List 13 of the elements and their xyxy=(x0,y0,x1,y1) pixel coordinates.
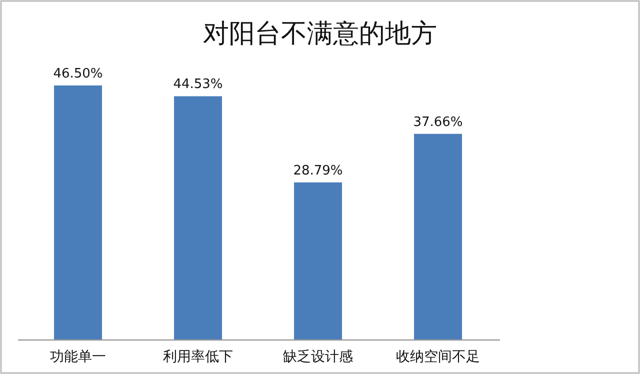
x-tick-label: 收纳空间不足 xyxy=(396,349,480,365)
bar xyxy=(414,134,462,340)
data-label: 37.66% xyxy=(413,114,463,130)
data-label: 28.79% xyxy=(293,163,343,178)
chart-title: 对阳台不满意的地方 xyxy=(203,19,437,49)
data-label: 46.50% xyxy=(53,66,103,82)
bar xyxy=(54,85,102,340)
bar xyxy=(174,96,222,340)
x-tick-label: 利用率低下 xyxy=(163,349,233,365)
x-tick-label: 缺乏设计感 xyxy=(283,349,353,365)
data-label: 44.53% xyxy=(173,77,223,92)
bar xyxy=(294,182,342,340)
x-tick-label: 功能单一 xyxy=(50,349,106,365)
